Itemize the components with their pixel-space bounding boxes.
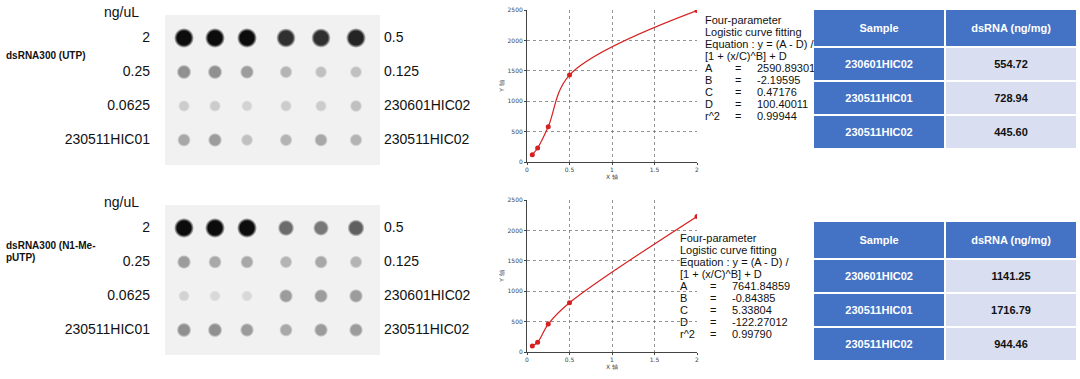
html-text:230601HIC02: 230601HIC02: [845, 270, 913, 282]
html-text:C: C: [705, 86, 713, 98]
html-text:445.60: 445.60: [994, 126, 1028, 138]
html-text:A: A: [680, 280, 688, 292]
svg-text:Y 轴: Y 轴: [498, 270, 505, 283]
html-text:D: D: [705, 98, 713, 110]
html-text:dsRNA300 (UTP): dsRNA300 (UTP): [6, 50, 86, 61]
svg-text:1.5: 1.5: [650, 356, 660, 363]
html-text:dsRNA (ng/mg): dsRNA (ng/mg): [971, 234, 1051, 246]
svg-text:0: 0: [525, 166, 529, 173]
svg-text:0: 0: [519, 158, 523, 165]
html-text:Equation : y = (A - D) /: Equation : y = (A - D) /: [680, 256, 789, 268]
html-text:944.46: 944.46: [994, 338, 1028, 350]
svg-text:1: 1: [610, 356, 614, 363]
svg-text:0.5: 0.5: [565, 166, 575, 173]
html-text:0.125: 0.125: [384, 253, 419, 269]
html-text:0.125: 0.125: [384, 63, 419, 79]
svg-text:2: 2: [695, 166, 699, 173]
html-text:Logistic curve fitting: Logistic curve fitting: [705, 26, 802, 38]
svg-text:1500: 1500: [508, 257, 523, 264]
html-text:0.0625: 0.0625: [107, 287, 150, 303]
html-text:5.33804: 5.33804: [732, 304, 772, 316]
html-text:100.40011: 100.40011: [757, 98, 809, 110]
svg-text:0.5: 0.5: [565, 356, 575, 363]
svg-text:1500: 1500: [508, 67, 523, 74]
html-text:2: 2: [142, 219, 150, 235]
html-text:dsRNA300 (N1-Me-pUTP): dsRNA300 (N1-Me-pUTP): [6, 240, 96, 263]
html-text:0.99790: 0.99790: [732, 328, 772, 340]
html-text:230511HIC02: 230511HIC02: [384, 131, 470, 147]
html-text:-0.84385: -0.84385: [732, 292, 776, 304]
html-text:230511HIC01: 230511HIC01: [845, 92, 913, 104]
svg-text:2000: 2000: [508, 227, 523, 234]
html-text:ng/uL: ng/uL: [104, 194, 139, 210]
html-text:230601HIC02: 230601HIC02: [845, 58, 913, 70]
html-text:B: B: [705, 74, 713, 86]
html-text:230511HIC02: 230511HIC02: [845, 338, 913, 350]
html-text:Sample: Sample: [859, 234, 899, 246]
html-text:Sample: Sample: [859, 22, 899, 34]
html-text:1141.25: 1141.25: [991, 270, 1031, 282]
html-text:0.0625: 0.0625: [107, 97, 150, 113]
html-text:230511HIC02: 230511HIC02: [384, 321, 470, 337]
html-text:230601HIC02: 230601HIC02: [384, 287, 471, 303]
svg-text:X 轴: X 轴: [606, 363, 618, 370]
html-text:r^2: r^2: [680, 328, 695, 340]
html-text:0.25: 0.25: [122, 63, 150, 79]
html-text:Equation : y = (A - D) /: Equation : y = (A - D) /: [705, 38, 814, 50]
svg-text:X 轴: X 轴: [606, 173, 618, 180]
html-text:D: D: [680, 316, 688, 328]
svg-text:500: 500: [511, 318, 523, 325]
svg-text:500: 500: [511, 128, 523, 135]
svg-text:1.5: 1.5: [650, 166, 660, 173]
html-text:[1 + (x/C)^B] + D: [1 + (x/C)^B] + D: [705, 50, 787, 62]
html-text:-2.19595: -2.19595: [757, 74, 801, 86]
html-text:0.47176: 0.47176: [757, 86, 797, 98]
html-text:2: 2: [142, 29, 150, 45]
html-text:230601HIC02: 230601HIC02: [384, 97, 471, 113]
html-text:Four-parameter: Four-parameter: [680, 232, 757, 244]
svg-text:2500: 2500: [508, 196, 523, 203]
html-text:230511HIC01: 230511HIC01: [845, 304, 913, 316]
html-text:728.94: 728.94: [994, 92, 1028, 104]
svg-text:0: 0: [525, 356, 529, 363]
html-text:dsRNA (ng/mg): dsRNA (ng/mg): [971, 22, 1051, 34]
html-text:[1 + (x/C)^B] + D: [1 + (x/C)^B] + D: [680, 268, 762, 280]
html-text:230511HIC01: 230511HIC01: [64, 321, 150, 337]
html-text:r^2: r^2: [705, 110, 720, 122]
html-text:230511HIC02: 230511HIC02: [845, 126, 913, 138]
html-text:ng/uL: ng/uL: [104, 4, 139, 20]
svg-text:1: 1: [610, 166, 614, 173]
svg-text:2: 2: [695, 356, 699, 363]
html-text:0.99944: 0.99944: [757, 110, 797, 122]
html-text:554.72: 554.72: [994, 58, 1028, 70]
svg-text:2000: 2000: [508, 37, 523, 44]
html-text:C: C: [680, 304, 688, 316]
html-text:0.25: 0.25: [122, 253, 150, 269]
html-text:2590.89301: 2590.89301: [757, 62, 816, 74]
html-text:7641.84859: 7641.84859: [732, 280, 791, 292]
html-text:-122.27012: -122.27012: [732, 316, 788, 328]
svg-text:2500: 2500: [508, 6, 523, 13]
html-text:A: A: [705, 62, 713, 74]
svg-text:1000: 1000: [508, 287, 523, 294]
html-text:Four-parameter: Four-parameter: [705, 14, 782, 26]
html-text:1716.79: 1716.79: [991, 304, 1031, 316]
html-text:0.5: 0.5: [384, 29, 404, 45]
svg-text:1000: 1000: [508, 97, 523, 104]
html-text:230511HIC01: 230511HIC01: [64, 131, 150, 147]
html-text:Logistic curve fitting: Logistic curve fitting: [680, 244, 777, 256]
svg-text:0: 0: [519, 348, 523, 355]
html-text:B: B: [680, 292, 688, 304]
html-text:0.5: 0.5: [384, 219, 404, 235]
svg-text:Y 轴: Y 轴: [498, 80, 505, 93]
